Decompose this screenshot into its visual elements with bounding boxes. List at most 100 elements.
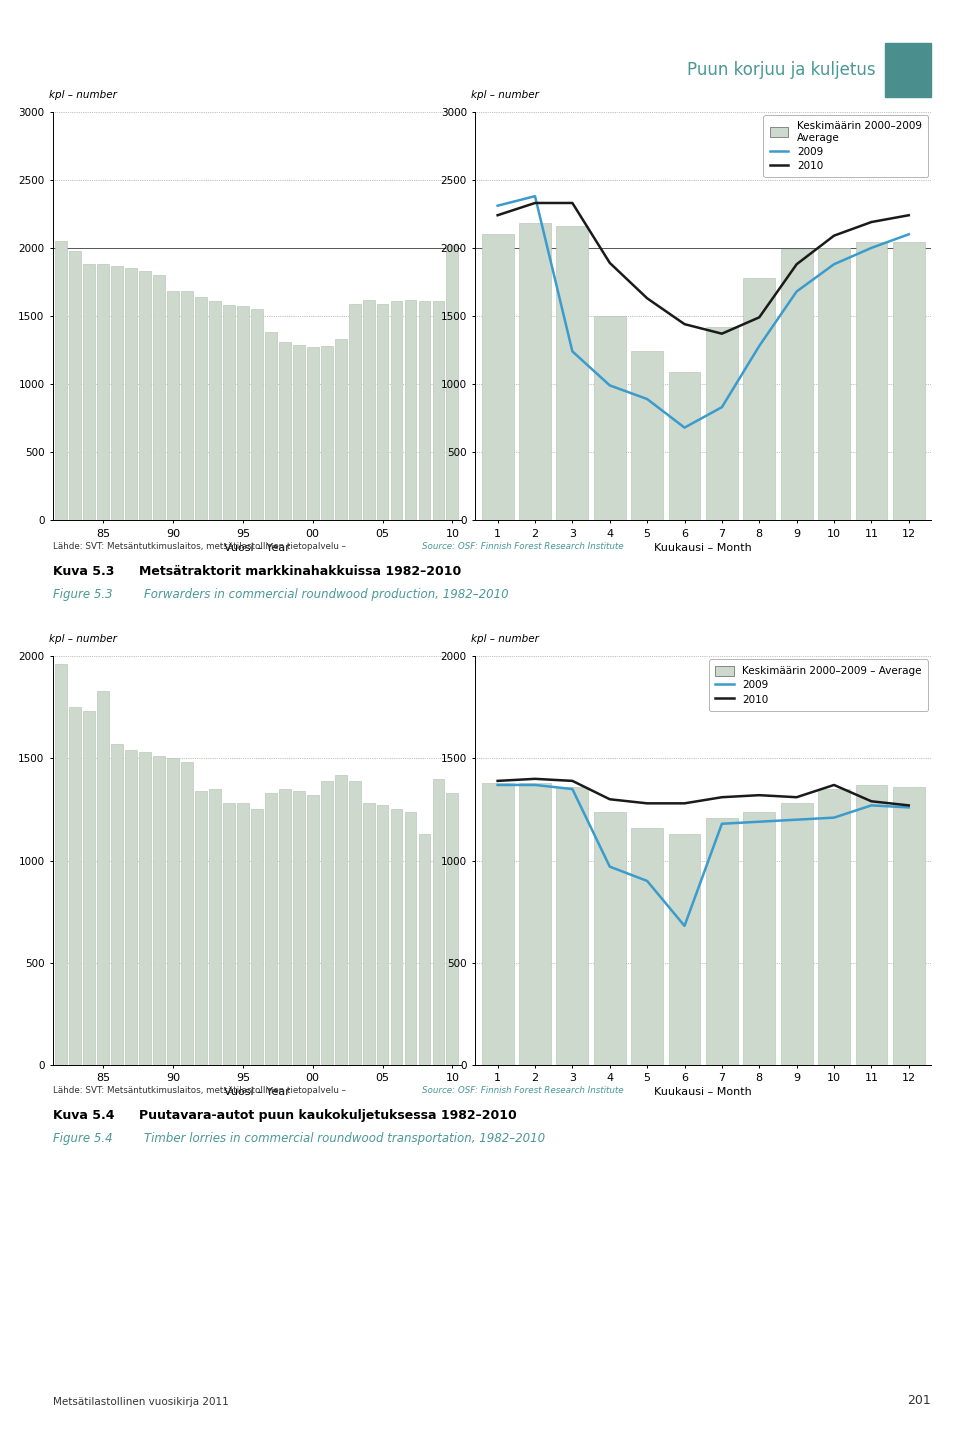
Text: Kuva 5.4: Kuva 5.4 (53, 1109, 114, 1122)
Bar (167, 758, 179, 1065)
Bar (363, 299, 374, 520)
Text: 201: 201 (907, 1394, 931, 1407)
Bar (153, 275, 165, 520)
Bar (335, 775, 347, 1065)
Bar (223, 804, 235, 1065)
Bar (167, 291, 179, 520)
Text: Timber lorries in commercial roundwood transportation, 1982–2010: Timber lorries in commercial roundwood t… (144, 1132, 545, 1145)
Text: Puutavara-autot puun kaukokuljetuksessa 1982–2010: Puutavara-autot puun kaukokuljetuksessa … (139, 1109, 516, 1122)
Bar (195, 791, 206, 1065)
Bar (668, 834, 701, 1065)
Bar (153, 757, 165, 1065)
Bar (557, 787, 588, 1065)
Bar (632, 351, 663, 520)
Bar (251, 310, 263, 520)
Bar (209, 790, 221, 1065)
Bar (855, 785, 887, 1065)
Bar (594, 811, 626, 1065)
Bar (307, 347, 319, 520)
Bar (404, 811, 417, 1065)
Bar (557, 226, 588, 520)
Bar (446, 245, 458, 520)
Bar (265, 332, 276, 520)
Bar (855, 242, 887, 520)
Bar (111, 744, 123, 1065)
Bar (893, 787, 924, 1065)
Text: kpl – number: kpl – number (470, 89, 539, 99)
Bar (363, 804, 374, 1065)
Text: Kuva 5.3: Kuva 5.3 (53, 565, 114, 577)
Bar (111, 265, 123, 520)
Bar (632, 828, 663, 1065)
Bar (293, 344, 304, 520)
Bar (237, 804, 249, 1065)
Text: kpl – number: kpl – number (49, 89, 116, 99)
Text: Figure 5.4: Figure 5.4 (53, 1132, 112, 1145)
Bar (893, 242, 924, 520)
Bar (237, 307, 249, 520)
Text: Puun korjuu ja kuljetus: Puun korjuu ja kuljetus (687, 62, 876, 79)
Bar (376, 805, 389, 1065)
Bar (181, 291, 193, 520)
Text: Metsätilastollinen vuosikirja 2011: Metsätilastollinen vuosikirja 2011 (53, 1397, 228, 1407)
Text: kpl – number: kpl – number (470, 633, 539, 643)
Bar (307, 795, 319, 1065)
Bar (743, 811, 775, 1065)
Bar (482, 782, 514, 1065)
Text: Lähde: SVT: Metsäntutkimuslaitos, metsätilastollinen tietopalvelu –: Lähde: SVT: Metsäntutkimuslaitos, metsät… (53, 542, 348, 550)
Text: Metsätraktorit markkinahakkuissa 1982–2010: Metsätraktorit markkinahakkuissa 1982–20… (139, 565, 462, 577)
Bar (404, 299, 417, 520)
Bar (348, 304, 361, 520)
Legend: Keskimäärin 2000–2009
Average, 2009, 2010: Keskimäärin 2000–2009 Average, 2009, 201… (763, 115, 928, 178)
Bar (519, 782, 551, 1065)
Text: Source: OSF: Finnish Forest Research Institute: Source: OSF: Finnish Forest Research Ins… (422, 542, 624, 550)
Bar (84, 711, 95, 1065)
Text: Forwarders in commercial roundwood production, 1982–2010: Forwarders in commercial roundwood produ… (144, 588, 509, 600)
Bar (195, 297, 206, 520)
Bar (321, 781, 332, 1065)
Bar (391, 810, 402, 1065)
Bar (209, 301, 221, 520)
Text: Lähde: SVT: Metsäntutkimuslaitos, metsätilastollinen tietopalvelu –: Lähde: SVT: Metsäntutkimuslaitos, metsät… (53, 1086, 348, 1095)
Bar (97, 691, 109, 1065)
Bar (780, 804, 812, 1065)
X-axis label: Vuosi – Year: Vuosi – Year (224, 1088, 290, 1098)
Bar (376, 304, 389, 520)
Text: Figure 5.3: Figure 5.3 (53, 588, 112, 600)
Bar (139, 752, 151, 1065)
Bar (321, 345, 332, 520)
Bar (433, 301, 444, 520)
Text: kpl – number: kpl – number (49, 633, 116, 643)
Bar (97, 264, 109, 520)
Bar (706, 818, 738, 1065)
Bar (56, 241, 67, 520)
Bar (125, 751, 137, 1065)
Bar (391, 301, 402, 520)
Text: 5: 5 (901, 60, 915, 80)
Bar (348, 781, 361, 1065)
Bar (668, 371, 701, 520)
Bar (482, 235, 514, 520)
X-axis label: Kuukausi – Month: Kuukausi – Month (655, 543, 752, 553)
X-axis label: Vuosi – Year: Vuosi – Year (224, 543, 290, 553)
Text: Source: OSF: Finnish Forest Research Institute: Source: OSF: Finnish Forest Research Ins… (422, 1086, 624, 1095)
Bar (278, 342, 291, 520)
Bar (251, 810, 263, 1065)
Bar (56, 665, 67, 1065)
Bar (335, 340, 347, 520)
Bar (69, 708, 81, 1065)
Bar (419, 834, 430, 1065)
Bar (519, 224, 551, 520)
Bar (818, 790, 850, 1065)
Legend: Keskimäärin 2000–2009 – Average, 2009, 2010: Keskimäärin 2000–2009 – Average, 2009, 2… (709, 659, 928, 711)
Bar (84, 264, 95, 520)
Bar (181, 762, 193, 1065)
Bar (139, 271, 151, 520)
Bar (293, 791, 304, 1065)
Bar (265, 792, 276, 1065)
Bar (125, 268, 137, 520)
Bar (223, 305, 235, 520)
Bar (780, 249, 812, 520)
Bar (706, 327, 738, 520)
Bar (433, 780, 444, 1065)
